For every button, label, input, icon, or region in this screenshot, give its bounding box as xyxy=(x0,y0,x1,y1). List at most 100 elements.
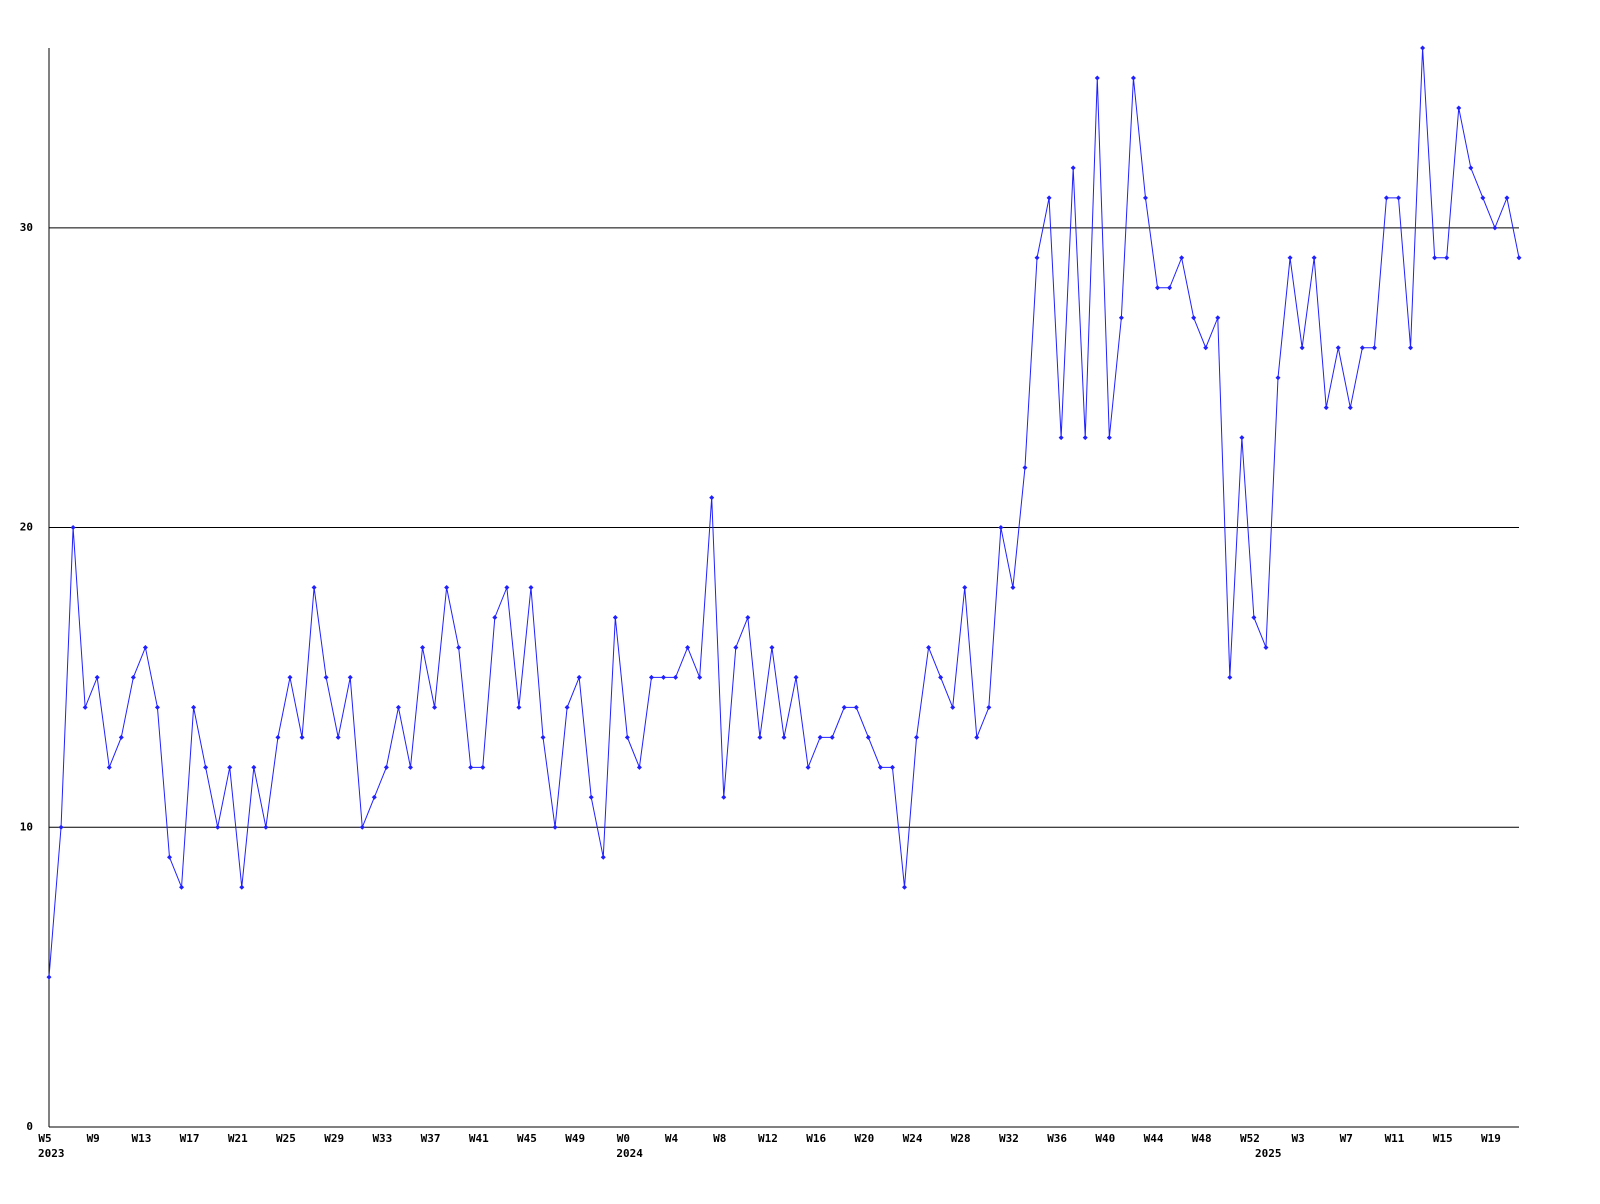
data-point xyxy=(853,704,859,710)
data-point xyxy=(287,674,293,680)
data-point xyxy=(191,704,197,710)
x-tick-label: W25 xyxy=(276,1132,296,1145)
data-point xyxy=(94,674,100,680)
data-point xyxy=(709,495,715,501)
data-point xyxy=(661,674,667,680)
data-point xyxy=(1383,195,1389,201)
data-point xyxy=(926,644,932,650)
data-point xyxy=(215,824,221,830)
data-point xyxy=(1371,345,1377,351)
data-point xyxy=(1287,255,1293,261)
x-tick-label: W40 xyxy=(1095,1132,1115,1145)
data-point xyxy=(166,854,172,860)
x-tick-label: W15 xyxy=(1433,1132,1453,1145)
data-point xyxy=(1359,345,1365,351)
data-point xyxy=(1311,255,1317,261)
x-tick-label: W28 xyxy=(951,1132,971,1145)
data-point xyxy=(685,644,691,650)
data-point xyxy=(612,614,618,620)
data-point xyxy=(263,824,269,830)
data-point xyxy=(407,764,413,770)
data-point xyxy=(1130,75,1136,81)
data-point xyxy=(1094,75,1100,81)
data-point xyxy=(492,614,498,620)
data-point xyxy=(1010,585,1016,590)
data-point xyxy=(781,734,787,740)
data-point xyxy=(588,794,594,800)
data-point xyxy=(359,824,365,830)
data-point xyxy=(58,824,64,830)
data-point xyxy=(793,674,799,680)
x-tick-label: W21 xyxy=(228,1132,248,1145)
data-point xyxy=(1456,105,1462,111)
data-point xyxy=(130,674,136,680)
data-point xyxy=(1504,195,1510,201)
y-tick-label: 10 xyxy=(20,820,33,833)
data-point xyxy=(1082,435,1088,441)
data-point xyxy=(1046,195,1052,201)
data-point xyxy=(757,734,763,740)
data-point xyxy=(468,764,474,770)
data-point xyxy=(721,794,727,800)
data-point xyxy=(444,585,450,590)
x-tick-label: W41 xyxy=(469,1132,489,1145)
data-point xyxy=(1432,255,1438,261)
data-point xyxy=(938,674,944,680)
x-tick-label: W8 xyxy=(713,1132,726,1145)
data-point xyxy=(962,585,968,590)
data-point xyxy=(1106,435,1112,441)
data-point xyxy=(1468,165,1474,171)
data-point xyxy=(1167,285,1173,291)
data-point xyxy=(889,764,895,770)
data-point xyxy=(420,644,426,650)
data-point xyxy=(1191,315,1197,321)
x-tick-label: W3 xyxy=(1291,1132,1304,1145)
x-tick-label: W9 xyxy=(87,1132,100,1145)
data-point xyxy=(395,704,401,710)
x-tick-label: W0 xyxy=(617,1132,630,1145)
data-point xyxy=(1275,375,1281,381)
data-point xyxy=(118,734,124,740)
data-point xyxy=(203,764,209,770)
x-tick-label: W5 xyxy=(38,1132,51,1145)
x-tick-label: W52 xyxy=(1240,1132,1260,1145)
x-tick-label: W45 xyxy=(517,1132,537,1145)
data-point xyxy=(745,614,751,620)
data-point xyxy=(974,734,980,740)
data-point xyxy=(600,854,606,860)
data-point xyxy=(540,734,546,740)
data-point xyxy=(552,824,558,830)
data-point xyxy=(1034,255,1040,261)
data-point xyxy=(697,674,703,680)
data-point xyxy=(901,884,907,890)
data-point xyxy=(1070,165,1076,171)
data-point xyxy=(1179,255,1185,261)
x-tick-label: W33 xyxy=(372,1132,392,1145)
data-point xyxy=(528,585,534,590)
data-point xyxy=(154,704,160,710)
data-point xyxy=(1299,345,1305,351)
x-tick-label: W29 xyxy=(324,1132,344,1145)
data-point xyxy=(504,585,510,590)
y-tick-label: 20 xyxy=(20,521,33,534)
data-point xyxy=(251,764,257,770)
data-point xyxy=(383,764,389,770)
data-point xyxy=(1492,225,1498,231)
data-line xyxy=(48,47,1520,978)
data-point xyxy=(516,704,522,710)
data-point xyxy=(1118,315,1124,321)
data-point xyxy=(673,674,679,680)
data-point xyxy=(624,734,630,740)
data-point xyxy=(950,704,956,710)
data-point xyxy=(733,644,739,650)
x-tick-label: W7 xyxy=(1340,1132,1353,1145)
x-tick-label: W16 xyxy=(806,1132,826,1145)
x-tick-label: W12 xyxy=(758,1132,778,1145)
data-point xyxy=(275,734,281,740)
data-point xyxy=(865,734,871,740)
data-point xyxy=(179,884,185,890)
data-point xyxy=(914,734,920,740)
data-point xyxy=(817,734,823,740)
x-tick-label: W17 xyxy=(180,1132,200,1145)
